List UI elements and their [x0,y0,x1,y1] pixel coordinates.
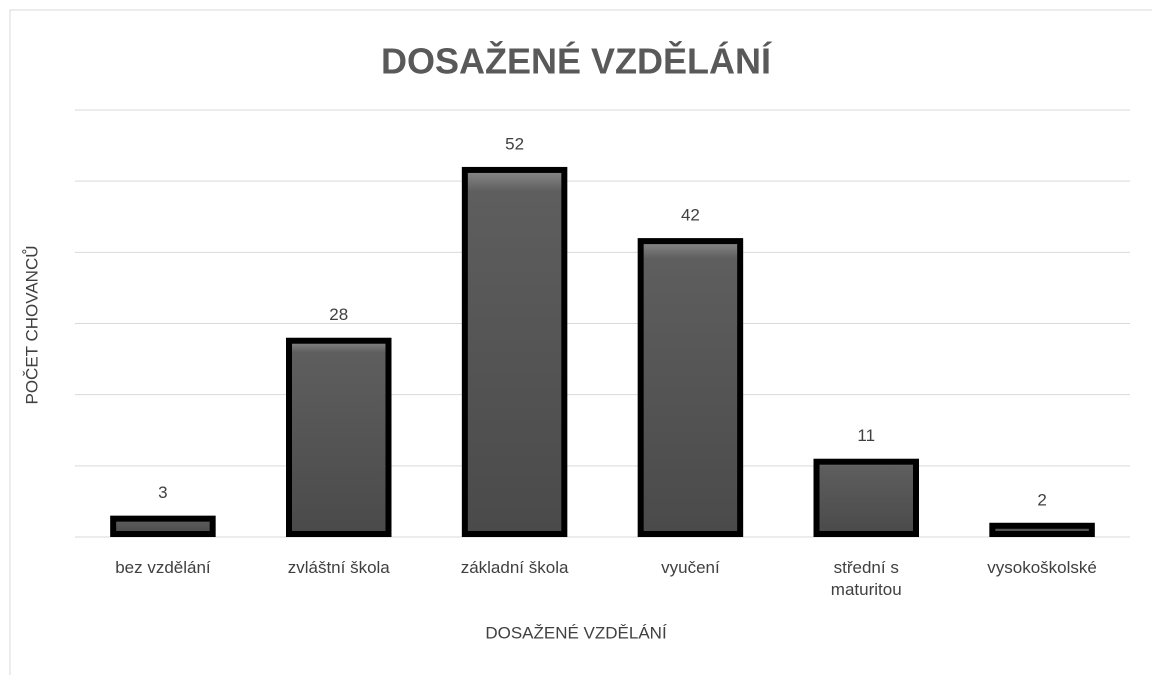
bar [286,337,392,537]
data-label: 3 [158,483,167,502]
x-tick-label: střední s maturitou [830,558,902,599]
chart-border [9,9,1152,675]
x-tick-label: základní škola [460,558,569,577]
data-label: 11 [857,426,875,445]
data-label: 2 [1037,490,1046,509]
bar-group [461,166,568,538]
x-tick-label-box: zvláštní škola [287,558,390,577]
x-tick-label-box: vysokoškolské [987,558,1097,577]
chart-title: DOSAŽENÉ VZDĚLÁNÍ [381,40,772,82]
bar [110,515,216,538]
bar [989,522,1095,537]
bar-group [286,337,392,537]
data-label: 52 [505,134,524,153]
x-tick-label: vyučení [661,558,720,577]
bar [637,238,744,537]
x-tick-label-box: základní škola [460,558,569,577]
data-label: 42 [681,206,700,225]
bar [461,166,568,538]
bar [813,458,919,538]
x-tick-label: vysokoškolské [987,558,1097,577]
bar-group [110,515,216,538]
x-axis-title: DOSAŽENÉ VZDĚLÁNÍ [485,623,667,642]
data-label: 28 [329,305,348,324]
bar-group [989,522,1095,537]
x-tick-label: zvláštní škola [287,558,390,577]
bar-group [813,458,919,538]
x-tick-label-box: vyučení [661,558,720,577]
y-axis-title: POČET CHOVANCŮ [22,245,41,404]
bar-group [637,238,744,537]
x-tick-label-box: bez vzdělání [115,558,211,577]
x-tick-label-box: střední s maturitou [830,558,902,599]
x-tick-label: bez vzdělání [115,558,211,577]
